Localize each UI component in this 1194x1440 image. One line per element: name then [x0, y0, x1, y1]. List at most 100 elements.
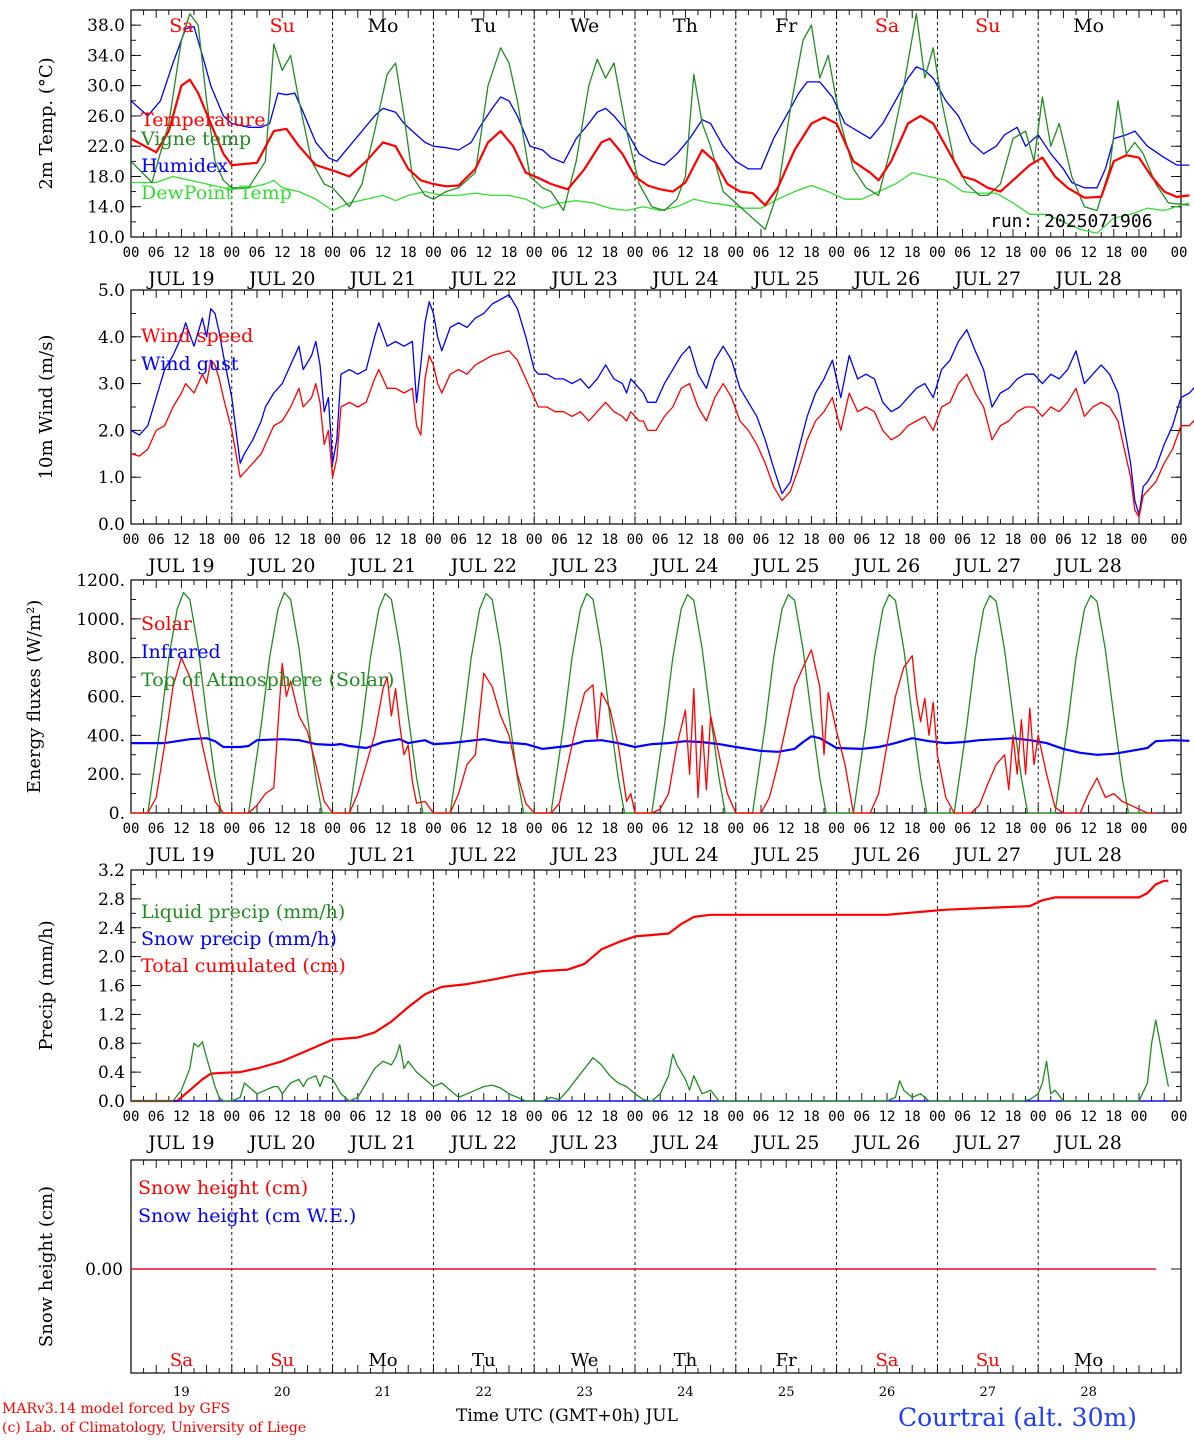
x-hour-label: 00	[727, 1109, 744, 1125]
legend-label: Vigne temp	[140, 128, 251, 150]
y-tick-label: 26.0	[87, 107, 125, 127]
weekday-label: Th	[673, 15, 698, 37]
x-hour-label: 06	[954, 821, 971, 837]
x-hour-label: 00	[425, 532, 442, 548]
x-date-label: JUL 19	[146, 268, 214, 290]
x-hour-label: 12	[173, 1109, 190, 1125]
day-number-label: 24	[677, 1385, 694, 1400]
x-axis-title: Time UTC (GMT+0h) JUL	[456, 1406, 678, 1426]
x-hour-label: 00	[526, 821, 543, 837]
y-tick-label: 0.0	[98, 1092, 125, 1112]
y-tick-label: 5.0	[98, 281, 125, 301]
x-hour-label: 00	[929, 1109, 946, 1125]
x-date-label: JUL 22	[449, 555, 517, 577]
y-tick-label: 0.	[109, 804, 125, 824]
legend-label: Snow precip (mm/h)	[141, 928, 337, 950]
x-date-label: JUL 26	[852, 268, 920, 290]
x-hour-label: 00	[1131, 821, 1148, 837]
x-hour-label: 12	[677, 1109, 694, 1125]
x-hour-label: 00	[324, 245, 341, 261]
x-hour-label: 06	[954, 532, 971, 548]
y-tick-label: 3.2	[98, 861, 125, 881]
series-line	[131, 879, 1169, 1103]
y-tick-label: 2.0	[98, 421, 125, 441]
y-tick-label: 0.00	[85, 1260, 123, 1280]
y-axis-title: 2m Temp. (°C)	[36, 57, 57, 189]
y-tick-label: 0.8	[98, 1034, 125, 1054]
legend-label: Infrared	[141, 641, 221, 663]
x-hour-label: 18	[1005, 821, 1022, 837]
x-hour-label: 00	[1171, 245, 1188, 261]
panel-4	[130, 869, 1182, 1103]
weekday-label: Sa	[169, 15, 193, 37]
x-hour-label: 06	[349, 821, 366, 837]
day-number-label: 25	[778, 1385, 795, 1400]
x-hour-label: 18	[1105, 821, 1122, 837]
weekday-label: Su	[270, 15, 295, 37]
y-tick-label: 30.0	[87, 77, 125, 97]
x-hour-label: 18	[299, 245, 316, 261]
x-hour-label: 12	[274, 245, 291, 261]
x-date-label: JUL 28	[1053, 555, 1121, 577]
legend-label: Temperature	[141, 109, 265, 131]
x-date-label: JUL 20	[247, 555, 315, 577]
x-hour-label: 12	[375, 821, 392, 837]
x-hour-label: 06	[148, 1109, 165, 1125]
panel-2	[130, 289, 1194, 525]
legend-label: Humidex	[141, 155, 228, 177]
x-hour-label: 12	[879, 1109, 896, 1125]
x-hour-label: 18	[803, 245, 820, 261]
x-date-label: JUL 24	[650, 268, 718, 290]
x-hour-label: 12	[979, 821, 996, 837]
x-hour-label: 12	[778, 1109, 795, 1125]
y-tick-label: 22.0	[87, 137, 125, 157]
x-hour-label: 18	[601, 245, 618, 261]
x-hour-label: 06	[853, 821, 870, 837]
x-hour-label: 00	[727, 245, 744, 261]
legend-label: DewPoint Temp	[141, 182, 292, 204]
day-number-label: 22	[476, 1385, 493, 1400]
x-hour-label: 06	[249, 532, 266, 548]
x-hour-label: 00	[627, 532, 644, 548]
y-axis-title: Snow height (cm)	[36, 1186, 57, 1347]
weekday-label: Fr	[776, 1350, 797, 1371]
weekday-label: Su	[975, 15, 1000, 37]
x-date-label: JUL 27	[953, 555, 1021, 577]
series-line	[131, 591, 1156, 814]
series-line	[131, 172, 1190, 234]
x-hour-label: 12	[1080, 245, 1097, 261]
weekday-label: Sa	[875, 1350, 898, 1371]
legend-label: Solar	[141, 613, 193, 635]
plot-frame	[130, 579, 1182, 814]
legend-label: Snow height (cm W.E.)	[138, 1205, 356, 1227]
x-hour-label: 06	[853, 532, 870, 548]
x-hour-label: 06	[148, 245, 165, 261]
x-hour-label: 12	[475, 532, 492, 548]
x-hour-label: 06	[450, 532, 467, 548]
x-hour-label: 18	[803, 1109, 820, 1125]
x-hour-label: 18	[1005, 532, 1022, 548]
x-hour-label: 06	[1055, 245, 1072, 261]
x-hour-label: 06	[450, 245, 467, 261]
x-date-label: JUL 19	[146, 555, 214, 577]
x-hour-label: 00	[1131, 1109, 1148, 1125]
x-hour-label: 00	[1131, 532, 1148, 548]
x-hour-label: 18	[501, 1109, 518, 1125]
x-hour-label: 06	[148, 821, 165, 837]
x-hour-label: 06	[652, 821, 669, 837]
x-hour-label: 00	[727, 532, 744, 548]
x-hour-label: 12	[1080, 1109, 1097, 1125]
x-date-label: JUL 24	[650, 555, 718, 577]
x-hour-label: 18	[904, 245, 921, 261]
x-hour-label: 06	[652, 1109, 669, 1125]
y-tick-label: 2.0	[98, 948, 125, 968]
y-tick-label: 0.0	[98, 515, 125, 535]
x-date-label: JUL 23	[549, 555, 617, 577]
panel-3	[130, 579, 1190, 814]
x-date-label: JUL 27	[953, 844, 1021, 866]
x-hour-label: 18	[400, 245, 417, 261]
x-hour-label: 00	[123, 245, 140, 261]
x-hour-label: 12	[173, 245, 190, 261]
y-tick-label: 34.0	[87, 46, 125, 66]
series-line	[130, 13, 1190, 231]
